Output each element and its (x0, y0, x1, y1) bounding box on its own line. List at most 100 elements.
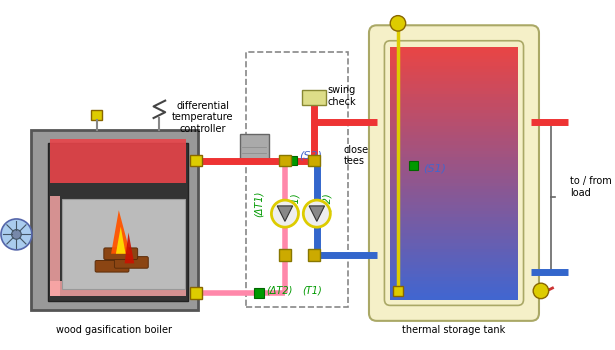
Text: (P2): (P2) (322, 192, 331, 212)
Bar (391, 192, 518, 195)
Bar (391, 100, 518, 104)
Text: (ΔT2): (ΔT2) (266, 286, 293, 296)
Bar (391, 224, 518, 227)
FancyBboxPatch shape (369, 25, 539, 321)
Bar (391, 217, 518, 220)
Bar (391, 157, 518, 160)
Bar (391, 220, 518, 224)
Bar (391, 65, 518, 69)
Circle shape (303, 200, 330, 227)
Text: thermal storage tank: thermal storage tank (402, 325, 506, 335)
Bar (391, 176, 518, 180)
Bar (49, 143, 188, 301)
Bar (391, 189, 518, 192)
Bar (308, 250, 320, 261)
Bar (391, 97, 518, 100)
Bar (391, 214, 518, 217)
Bar (391, 243, 518, 246)
Bar (391, 205, 518, 208)
Bar (391, 208, 518, 211)
Bar (391, 284, 518, 287)
Bar (391, 167, 518, 170)
Bar (391, 239, 518, 243)
Bar (391, 132, 518, 135)
Bar (279, 250, 291, 261)
Bar (391, 195, 518, 198)
Bar (391, 78, 518, 81)
Bar (391, 278, 518, 281)
Bar (391, 62, 518, 65)
Circle shape (533, 283, 549, 299)
Bar (303, 90, 325, 105)
Bar (408, 161, 418, 170)
Text: (T1): (T1) (303, 286, 322, 296)
Bar (391, 135, 518, 138)
Bar (391, 265, 518, 268)
Bar (391, 119, 518, 122)
Bar (391, 88, 518, 91)
Bar (391, 202, 518, 205)
Bar (391, 249, 518, 252)
Bar (391, 233, 518, 236)
Bar (391, 290, 518, 293)
Bar (391, 296, 518, 300)
Bar (279, 155, 291, 166)
Bar (391, 59, 518, 62)
Bar (391, 50, 518, 53)
Bar (391, 47, 518, 50)
Bar (391, 138, 518, 141)
Circle shape (271, 200, 298, 227)
Bar (391, 252, 518, 255)
Bar (391, 186, 518, 189)
Bar (287, 156, 296, 165)
Bar (391, 94, 518, 97)
Bar (391, 163, 518, 167)
Bar (31, 130, 198, 310)
Bar (391, 56, 518, 59)
Bar (391, 271, 518, 274)
Bar (391, 268, 518, 271)
Bar (391, 259, 518, 262)
Bar (391, 293, 518, 296)
Bar (190, 287, 202, 299)
Bar (391, 75, 518, 78)
FancyBboxPatch shape (95, 260, 129, 272)
Text: (S2): (S2) (300, 151, 322, 161)
FancyBboxPatch shape (114, 257, 148, 268)
FancyBboxPatch shape (104, 248, 138, 259)
Text: differential
temperature
controller: differential temperature controller (172, 100, 234, 134)
Bar (391, 81, 518, 84)
Bar (391, 113, 518, 116)
Polygon shape (125, 232, 134, 264)
Bar (391, 211, 518, 214)
Bar (62, 199, 186, 289)
Bar (247, 52, 347, 307)
Circle shape (1, 219, 32, 250)
Bar (391, 126, 518, 129)
Bar (391, 173, 518, 176)
Polygon shape (277, 206, 293, 221)
Bar (391, 141, 518, 145)
Bar (240, 134, 269, 159)
Bar (391, 116, 518, 119)
Text: (ΔT1): (ΔT1) (254, 191, 264, 217)
Text: (P1): (P1) (290, 192, 300, 212)
Bar (391, 160, 518, 163)
Bar (391, 69, 518, 72)
Bar (391, 230, 518, 233)
Bar (393, 286, 403, 296)
Text: swing
check: swing check (327, 85, 356, 107)
Bar (391, 129, 518, 132)
Bar (391, 72, 518, 75)
Bar (391, 262, 518, 265)
Text: (S1): (S1) (423, 163, 446, 173)
Bar (391, 255, 518, 259)
Bar (254, 288, 264, 298)
Bar (391, 91, 518, 94)
Bar (308, 155, 320, 166)
Bar (50, 196, 60, 296)
Text: wood gasification boiler: wood gasification boiler (57, 325, 172, 335)
Bar (391, 107, 518, 110)
Bar (391, 110, 518, 113)
Bar (391, 122, 518, 126)
